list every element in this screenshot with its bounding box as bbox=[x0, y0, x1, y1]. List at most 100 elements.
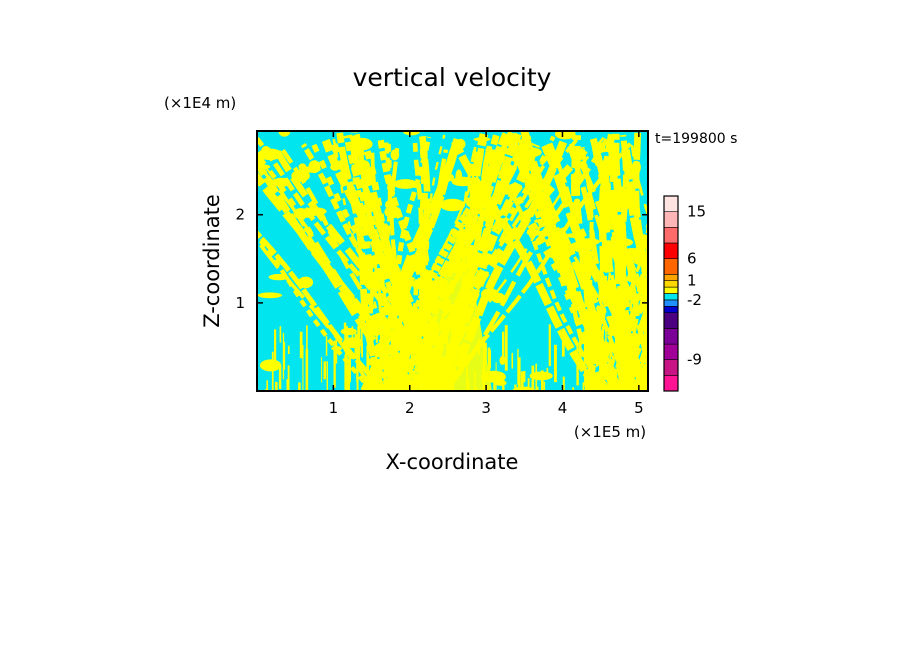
velocity-cell bbox=[569, 241, 595, 253]
colorbar-frame bbox=[663, 195, 679, 392]
velocity-cell bbox=[403, 131, 420, 136]
velocity-streak bbox=[536, 386, 539, 391]
velocity-band bbox=[451, 139, 602, 391]
velocity-streak bbox=[298, 382, 301, 391]
velocity-streak bbox=[326, 361, 328, 391]
velocity-streak bbox=[384, 348, 386, 391]
time-label: t=199800 s bbox=[655, 131, 737, 147]
velocity-streak bbox=[599, 346, 601, 374]
y-axis-label: Z-coordinate bbox=[200, 194, 224, 328]
velocity-cell bbox=[574, 198, 581, 204]
velocity-cell bbox=[259, 359, 282, 372]
x-tick-label: 4 bbox=[558, 399, 568, 417]
velocity-streak bbox=[356, 371, 359, 391]
velocity-streak bbox=[360, 326, 363, 354]
velocity-streak bbox=[634, 344, 636, 374]
velocity-streak bbox=[522, 371, 526, 383]
velocity-streak bbox=[561, 337, 565, 357]
x-tick-label: 3 bbox=[481, 399, 491, 417]
velocity-cell bbox=[451, 176, 475, 187]
colorbar-swatch bbox=[663, 374, 679, 392]
velocity-streak bbox=[375, 324, 378, 343]
velocity-band bbox=[331, 136, 393, 391]
velocity-band bbox=[667, 140, 748, 391]
colorbar-swatch bbox=[663, 359, 679, 376]
velocity-band bbox=[402, 134, 446, 391]
plot-frame bbox=[256, 130, 649, 392]
velocity-streak bbox=[593, 376, 596, 391]
velocity-streak bbox=[517, 357, 521, 391]
velocity-cell bbox=[330, 163, 340, 171]
velocity-cell bbox=[559, 265, 575, 271]
velocity-cell bbox=[611, 288, 632, 296]
velocity-streak bbox=[333, 340, 336, 388]
velocity-band bbox=[621, 149, 648, 286]
velocity-streak bbox=[531, 365, 535, 391]
velocity-cell bbox=[308, 160, 321, 174]
velocity-streak bbox=[517, 387, 519, 391]
velocity-streak bbox=[616, 356, 619, 373]
velocity-streak bbox=[286, 379, 288, 391]
velocity-cell bbox=[352, 137, 373, 151]
velocity-band bbox=[621, 323, 648, 391]
velocity-streak bbox=[596, 322, 597, 368]
x-tick-label: 5 bbox=[634, 399, 644, 417]
velocity-cell bbox=[612, 310, 628, 316]
velocity-cell bbox=[257, 148, 283, 161]
velocity-streak bbox=[535, 363, 538, 391]
chart-title: vertical velocity bbox=[353, 63, 552, 92]
velocity-streak bbox=[602, 361, 604, 372]
velocity-streak bbox=[502, 331, 505, 360]
velocity-cell bbox=[626, 294, 645, 302]
velocity-streak bbox=[275, 381, 278, 391]
velocity-streak bbox=[302, 345, 304, 391]
velocity-band bbox=[360, 143, 460, 391]
velocity-streak bbox=[541, 370, 544, 391]
velocity-streak bbox=[520, 371, 524, 388]
velocity-streak bbox=[368, 376, 371, 391]
y-unit-label: (×1E4 m) bbox=[164, 94, 236, 112]
velocity-field bbox=[257, 131, 748, 391]
colorbar-tick-label: 1 bbox=[687, 272, 697, 290]
velocity-cell bbox=[440, 173, 455, 182]
velocity-cell bbox=[257, 292, 283, 299]
velocity-cell bbox=[593, 375, 607, 381]
x-unit-label: (×1E5 m) bbox=[574, 423, 646, 441]
colorbar-tick-label: -2 bbox=[687, 291, 702, 309]
velocity-cell bbox=[554, 131, 576, 140]
velocity-cell bbox=[342, 337, 363, 349]
velocity-cell bbox=[300, 212, 316, 218]
velocity-streak bbox=[591, 324, 594, 339]
velocity-cell bbox=[502, 183, 511, 195]
velocity-cell bbox=[614, 186, 628, 199]
velocity-streak bbox=[366, 352, 369, 382]
velocity-streak bbox=[589, 384, 593, 391]
colorbar-tick-label: 15 bbox=[687, 203, 706, 221]
colorbar-swatch bbox=[663, 242, 679, 259]
colorbar: 15 6 1-2 -9 bbox=[663, 195, 706, 392]
velocity-streak bbox=[484, 342, 487, 364]
velocity-streak bbox=[576, 342, 579, 386]
velocity-cell bbox=[257, 164, 271, 170]
velocity-streak bbox=[344, 354, 347, 390]
velocity-streak bbox=[279, 326, 282, 343]
colorbar-swatch bbox=[663, 343, 679, 360]
velocity-streak bbox=[398, 352, 401, 391]
velocity-streak bbox=[415, 321, 418, 351]
velocity-streak bbox=[325, 335, 328, 356]
velocity-band bbox=[605, 237, 648, 391]
velocity-streak bbox=[345, 364, 349, 391]
x-axis-label: X-coordinate bbox=[386, 450, 519, 474]
velocity-streak bbox=[610, 345, 613, 357]
velocity-streak bbox=[390, 372, 393, 382]
velocity-cell bbox=[368, 313, 388, 328]
velocity-band bbox=[281, 148, 426, 391]
colorbar-swatch bbox=[663, 280, 679, 288]
velocity-streak bbox=[642, 341, 644, 358]
velocity-cell bbox=[455, 138, 466, 150]
velocity-streak bbox=[406, 326, 409, 360]
velocity-streak bbox=[582, 382, 585, 391]
velocity-band bbox=[589, 137, 648, 320]
x-axis: 1 2 3 4 5 bbox=[329, 131, 644, 417]
